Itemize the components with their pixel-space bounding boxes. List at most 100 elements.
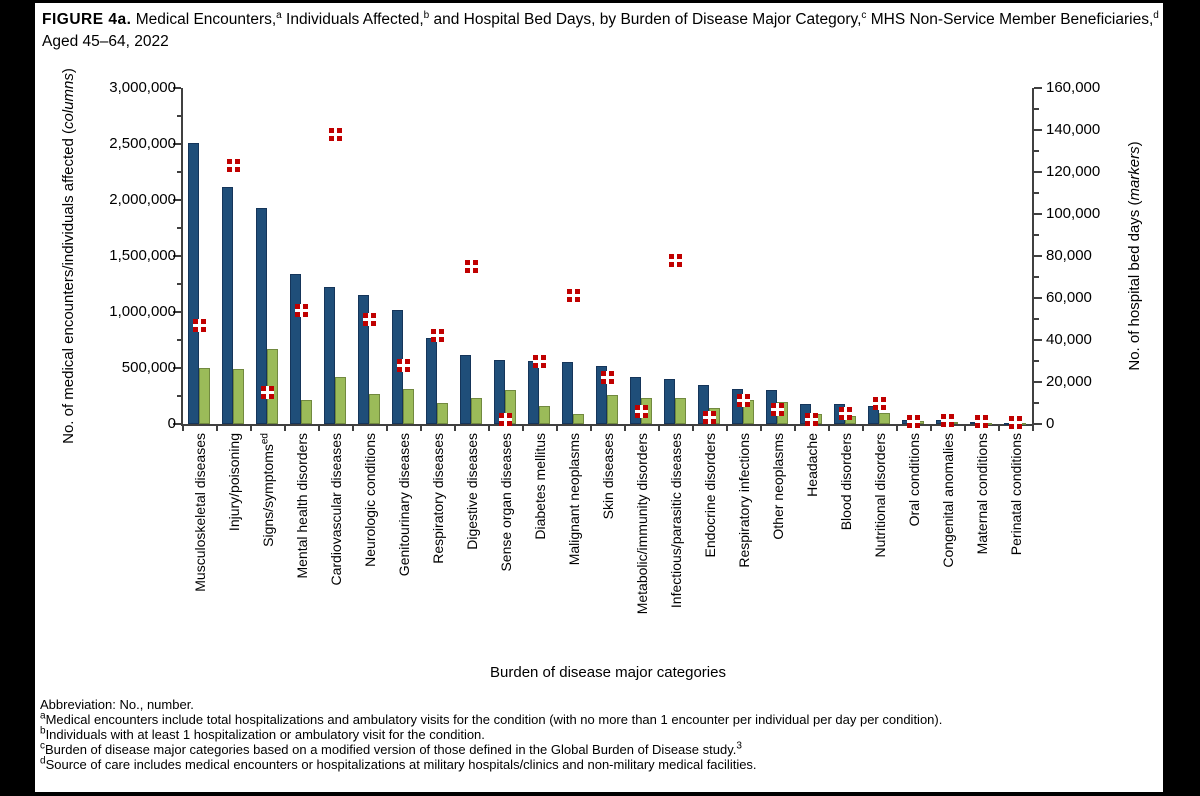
marker-hospital-bed-days <box>465 260 478 273</box>
y-right-tick-label: 160,000 <box>1046 79 1101 96</box>
y-left-major-tick <box>173 367 181 369</box>
y-right-minor-tick <box>1034 234 1039 236</box>
y-right-minor-tick <box>1034 360 1039 362</box>
marker-hospital-bed-days <box>261 386 274 399</box>
y-right-major-tick <box>1034 381 1042 383</box>
category-label: Endocrine disorders <box>702 433 718 558</box>
y-left-major-tick <box>173 143 181 145</box>
x-axis-tick <box>420 426 422 431</box>
bar-medical-encounters <box>426 337 437 424</box>
x-axis-tick <box>386 426 388 431</box>
footnote-line: aMedical encounters include total hospit… <box>40 710 943 727</box>
category-label: Sense organ diseases <box>498 433 514 572</box>
x-axis-tick <box>964 426 966 431</box>
y-left-minor-tick <box>177 283 181 285</box>
x-axis-tick <box>250 426 252 431</box>
y-left-tick-label: 2,500,000 <box>109 135 176 152</box>
category-label: Congenital anomalies <box>940 433 956 568</box>
category-label: Signs/symptomsed <box>259 433 276 547</box>
bar-medical-encounters <box>256 207 267 424</box>
figure-title: FIGURE 4a. Medical Encounters,a Individu… <box>42 9 1159 50</box>
marker-hospital-bed-days <box>907 415 920 429</box>
y-right-major-tick <box>1034 297 1042 299</box>
y-left-tick-label: 0 <box>167 415 176 432</box>
bar-individuals-affected <box>403 389 414 424</box>
category-label: Genitourinary diseases <box>396 433 412 577</box>
category-label: Metabolic/immunity disorders <box>634 433 650 615</box>
x-axis-tick <box>590 426 592 431</box>
y-axis-left-line <box>181 88 183 426</box>
y-right-minor-tick <box>1034 402 1039 404</box>
bar-medical-encounters <box>596 365 607 424</box>
y-right-minor-tick <box>1034 108 1039 110</box>
x-axis-tick <box>998 426 1000 431</box>
x-axis-tick <box>828 426 830 431</box>
x-axis-tick <box>182 426 184 431</box>
x-axis-tick <box>522 426 524 431</box>
category-label: Skin diseases <box>600 433 616 520</box>
y-axis-left-title: No. of medical encounters/individuals af… <box>60 68 77 444</box>
marker-hospital-bed-days <box>873 396 886 410</box>
category-label: Mental health disorders <box>294 433 310 579</box>
x-axis-tick <box>760 426 762 431</box>
category-label: Digestive diseases <box>464 433 480 550</box>
y-left-minor-tick <box>177 339 181 341</box>
marker-hospital-bed-days <box>669 253 682 267</box>
marker-hospital-bed-days <box>737 394 750 408</box>
bar-individuals-affected <box>539 406 550 424</box>
footnote-line: Abbreviation: No., number. <box>40 697 194 712</box>
y-right-tick-label: 40,000 <box>1046 331 1092 348</box>
category-label: Cardiovascular diseases <box>328 433 344 586</box>
category-label: Headache <box>804 433 820 497</box>
y-axis-right-line <box>1032 88 1034 426</box>
marker-hospital-bed-days <box>941 414 954 428</box>
category-label: Neurologic conditions <box>362 433 378 567</box>
marker-hospital-bed-days <box>635 404 648 418</box>
bar-medical-encounters <box>358 295 369 424</box>
x-axis-tick <box>488 426 490 431</box>
marker-hospital-bed-days <box>975 414 988 428</box>
footnote-line: cBurden of disease major categories base… <box>40 740 742 757</box>
y-left-tick-label: 500,000 <box>121 359 176 376</box>
y-right-major-tick <box>1034 129 1042 131</box>
x-axis-tick <box>896 426 898 431</box>
y-left-major-tick <box>173 311 181 313</box>
y-left-minor-tick <box>177 227 181 229</box>
marker-hospital-bed-days <box>499 413 512 427</box>
x-axis-tick <box>624 426 626 431</box>
marker-hospital-bed-days <box>363 312 376 326</box>
x-axis-line <box>181 424 1034 426</box>
y-right-major-tick <box>1034 423 1042 425</box>
category-label: Malignant neoplasms <box>566 433 582 566</box>
bar-medical-encounters <box>630 376 641 424</box>
bar-medical-encounters <box>222 186 233 424</box>
marker-hospital-bed-days <box>567 289 580 303</box>
y-right-major-tick <box>1034 255 1042 257</box>
marker-hospital-bed-days <box>601 371 614 385</box>
category-label: Infectious/parasitic diseases <box>668 433 684 609</box>
bar-individuals-affected <box>199 368 210 424</box>
y-left-minor-tick <box>177 395 181 397</box>
marker-hospital-bed-days <box>771 402 784 416</box>
x-axis-tick <box>1032 426 1034 431</box>
y-right-major-tick <box>1034 213 1042 215</box>
bar-individuals-affected <box>675 398 686 424</box>
marker-hospital-bed-days <box>227 159 240 173</box>
y-right-minor-tick <box>1034 150 1039 152</box>
y-right-minor-tick <box>1034 318 1039 320</box>
category-label: Respiratory diseases <box>430 433 446 564</box>
marker-hospital-bed-days <box>533 354 546 368</box>
bar-medical-encounters <box>562 361 573 424</box>
x-axis-tick <box>692 426 694 431</box>
marker-hospital-bed-days <box>295 304 308 318</box>
bar-individuals-affected <box>471 398 482 424</box>
y-right-major-tick <box>1034 339 1042 341</box>
y-left-tick-label: 1,500,000 <box>109 247 176 264</box>
x-axis-tick <box>284 426 286 431</box>
bar-medical-encounters <box>324 287 335 424</box>
x-axis-tick <box>726 426 728 431</box>
x-axis-tick <box>658 426 660 431</box>
y-right-tick-label: 20,000 <box>1046 373 1092 390</box>
x-axis-tick <box>556 426 558 431</box>
